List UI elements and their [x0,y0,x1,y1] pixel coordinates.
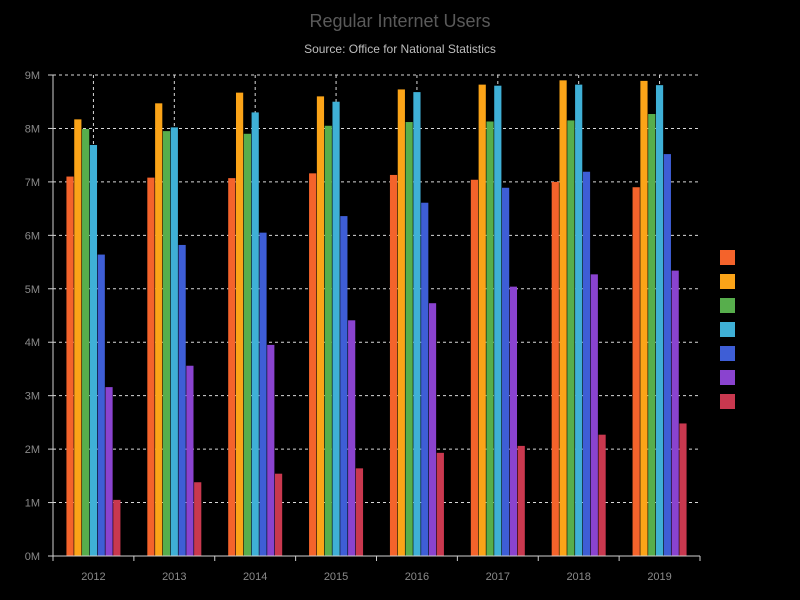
bar[interactable] [243,133,251,557]
bar[interactable] [186,365,194,556]
x-tick-label: 2014 [243,571,267,583]
legend-swatch[interactable] [720,322,735,337]
bar[interactable] [97,254,105,556]
bar[interactable] [316,96,325,556]
y-tick-label: 0M [25,551,40,563]
legend-swatch[interactable] [720,394,735,409]
bar[interactable] [251,112,259,557]
x-tick-label: 2016 [405,571,429,583]
bar[interactable] [436,452,444,556]
bar[interactable] [655,85,664,556]
bar[interactable] [267,344,275,556]
legend[interactable] [720,250,735,409]
bar[interactable] [82,128,90,556]
bar[interactable] [194,482,202,556]
bar[interactable] [413,92,421,556]
bar[interactable] [155,103,163,556]
axes: 0M 1M 2M 3M 4M 5M 6M 7M 8M 9M 2012 2013 2014 2015 2016… [25,70,701,583]
bar[interactable] [567,120,575,556]
y-tick-label: 6M [25,230,40,242]
x-tick-label: 2012 [81,571,105,583]
bar[interactable] [470,179,479,557]
bar[interactable] [502,187,510,557]
bar[interactable] [259,232,267,556]
bar[interactable] [575,84,583,557]
bar[interactable] [598,434,606,556]
y-tick-label: 8M [25,123,40,135]
bar[interactable] [178,244,186,556]
bar[interactable] [105,387,113,556]
bar[interactable] [405,122,413,556]
y-tick-label: 2M [25,444,40,456]
bar[interactable] [509,286,518,556]
y-tick-label: 4M [25,337,40,349]
bar[interactable] [389,174,398,557]
y-tick-label: 3M [25,391,40,403]
bars [66,80,687,557]
bar[interactable] [66,176,74,557]
bar[interactable] [517,445,525,556]
legend-swatch[interactable] [720,346,735,361]
bar[interactable] [632,187,640,556]
chart-title: Regular Internet Users [309,11,490,31]
bar[interactable] [228,178,236,557]
bar[interactable] [671,270,679,556]
x-tick-label: 2018 [566,571,590,583]
legend-swatch[interactable] [720,298,735,313]
x-tick-label: 2015 [324,571,348,583]
bar[interactable] [332,101,340,556]
y-tick-label: 1M [25,498,40,510]
bar[interactable] [340,216,348,557]
y-tick-label: 5M [25,284,40,296]
bar[interactable] [147,177,155,556]
bar[interactable] [355,468,364,556]
y-tick-label: 9M [25,70,40,82]
legend-swatch[interactable] [720,274,735,289]
y-tick-label: 7M [25,177,40,189]
bar[interactable] [494,85,502,556]
bar[interactable] [559,80,567,556]
bar[interactable] [421,202,429,556]
bar[interactable] [663,154,671,556]
bar[interactable] [89,145,98,557]
bar[interactable] [162,131,171,556]
bar[interactable] [235,92,244,557]
bar[interactable] [428,303,437,556]
bar[interactable] [309,173,317,557]
bar[interactable] [551,181,559,556]
bar[interactable] [324,125,332,557]
bar[interactable] [582,171,591,557]
chart-subtitle: Source: Office for National Statistics [304,42,496,56]
bar[interactable] [679,423,687,556]
bar[interactable] [348,320,356,556]
x-tick-label: 2013 [162,571,186,583]
bar[interactable] [397,89,405,557]
bar[interactable] [113,499,121,556]
bar[interactable] [590,274,598,556]
bar[interactable] [640,80,648,556]
legend-swatch[interactable] [720,370,735,385]
legend-swatch[interactable] [720,250,735,265]
bar[interactable] [170,127,178,557]
x-tick-label: 2019 [647,571,671,583]
bar[interactable] [486,121,494,556]
bar[interactable] [648,114,656,557]
x-tick-label: 2017 [486,571,510,583]
bar[interactable] [274,473,283,556]
bar[interactable] [478,84,486,557]
bar[interactable] [74,119,82,556]
